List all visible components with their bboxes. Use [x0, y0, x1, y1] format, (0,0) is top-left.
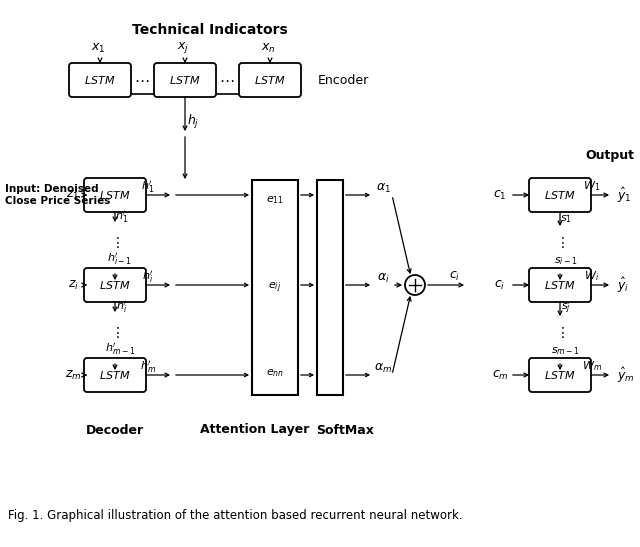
Text: $\hat{y}_m$: $\hat{y}_m$ — [617, 365, 635, 385]
Text: $LSTM$: $LSTM$ — [170, 74, 201, 86]
Text: $h_j$: $h_j$ — [187, 113, 199, 131]
Text: $h_m'$: $h_m'$ — [140, 359, 156, 375]
Text: $\vdots$: $\vdots$ — [110, 236, 120, 251]
Text: $c_m$: $c_m$ — [492, 369, 508, 382]
Text: $\cdots$: $\cdots$ — [220, 73, 235, 88]
Text: $LSTM$: $LSTM$ — [254, 74, 285, 86]
Text: Decoder: Decoder — [86, 423, 144, 437]
Text: $h_{m-1}'$: $h_{m-1}'$ — [105, 341, 135, 357]
FancyBboxPatch shape — [84, 358, 146, 392]
Text: $e_{11}$: $e_{11}$ — [266, 194, 284, 206]
FancyBboxPatch shape — [529, 178, 591, 212]
FancyBboxPatch shape — [69, 63, 131, 97]
Text: $s_j$: $s_j$ — [561, 302, 571, 316]
Text: $LSTM$: $LSTM$ — [99, 279, 131, 291]
Text: $LSTM$: $LSTM$ — [545, 279, 575, 291]
Text: Fig. 1. Graphical illustration of the attention based recurrent neural network.: Fig. 1. Graphical illustration of the at… — [8, 509, 463, 521]
Text: $h_{i-1}'$: $h_{i-1}'$ — [108, 251, 132, 267]
Text: $z_1$: $z_1$ — [67, 189, 79, 201]
Text: $e_{ij}$: $e_{ij}$ — [268, 280, 282, 295]
Text: $z_m$: $z_m$ — [65, 369, 81, 382]
FancyBboxPatch shape — [529, 358, 591, 392]
FancyBboxPatch shape — [84, 268, 146, 302]
Text: SoftMax: SoftMax — [316, 423, 374, 437]
Text: $x_1$: $x_1$ — [91, 42, 105, 55]
Text: $\alpha_m$: $\alpha_m$ — [374, 362, 392, 375]
Text: $\cdots$: $\cdots$ — [134, 73, 150, 88]
Text: Technical Indicators: Technical Indicators — [132, 23, 288, 37]
Text: $\alpha_1$: $\alpha_1$ — [376, 182, 390, 195]
Text: $LSTM$: $LSTM$ — [545, 189, 575, 201]
Text: $c_1$: $c_1$ — [493, 189, 507, 201]
FancyBboxPatch shape — [529, 268, 591, 302]
FancyBboxPatch shape — [154, 63, 216, 97]
Text: $h_i'$: $h_i'$ — [116, 299, 128, 315]
Bar — [252, 180, 298, 395]
FancyBboxPatch shape — [239, 63, 301, 97]
Text: Input: Denoised
Close Price Series: Input: Denoised Close Price Series — [5, 184, 110, 206]
Text: $\vdots$: $\vdots$ — [555, 236, 565, 251]
Text: $c_i$: $c_i$ — [494, 278, 506, 292]
Text: $LSTM$: $LSTM$ — [545, 369, 575, 381]
Text: $z_i$: $z_i$ — [67, 278, 79, 292]
Text: $s_{i-1}$: $s_{i-1}$ — [554, 255, 578, 267]
Text: $c_i$: $c_i$ — [449, 270, 461, 283]
Text: $h_i'$: $h_i'$ — [142, 269, 154, 285]
FancyBboxPatch shape — [84, 178, 146, 212]
Text: $LSTM$: $LSTM$ — [99, 369, 131, 381]
Text: $W_i$: $W_i$ — [584, 269, 600, 283]
Text: Attention Layer: Attention Layer — [200, 423, 310, 437]
Text: $W_1$: $W_1$ — [584, 179, 600, 193]
Text: $LSTM$: $LSTM$ — [84, 74, 116, 86]
Text: $\alpha_i$: $\alpha_i$ — [377, 271, 389, 284]
Text: Encoder: Encoder — [318, 73, 369, 86]
Text: $s_{m-1}$: $s_{m-1}$ — [552, 345, 580, 357]
Bar — [317, 180, 343, 395]
Text: $W_m$: $W_m$ — [582, 359, 602, 373]
Text: $x_j$: $x_j$ — [177, 40, 189, 55]
Text: $LSTM$: $LSTM$ — [99, 189, 131, 201]
Text: $\vdots$: $\vdots$ — [555, 325, 565, 340]
Text: $\hat{y}_1$: $\hat{y}_1$ — [617, 185, 632, 205]
Circle shape — [405, 275, 425, 295]
Text: $h_1'$: $h_1'$ — [115, 209, 129, 225]
Text: $\vdots$: $\vdots$ — [110, 325, 120, 340]
Text: Output: Output — [586, 148, 634, 161]
Text: $h_1'$: $h_1'$ — [141, 179, 155, 195]
Text: $\hat{y}_i$: $\hat{y}_i$ — [617, 276, 629, 294]
Text: $x_n$: $x_n$ — [260, 42, 275, 55]
Text: $s_1$: $s_1$ — [560, 213, 572, 225]
Text: $e_{nn}$: $e_{nn}$ — [266, 367, 284, 379]
